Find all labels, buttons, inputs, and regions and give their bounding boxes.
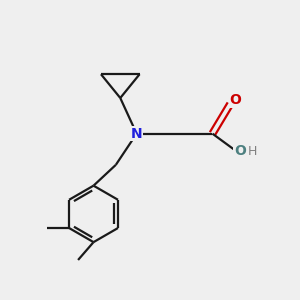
Text: O: O [230, 93, 242, 107]
Text: H: H [248, 145, 257, 158]
Text: O: O [234, 145, 246, 158]
Text: N: N [131, 127, 142, 141]
